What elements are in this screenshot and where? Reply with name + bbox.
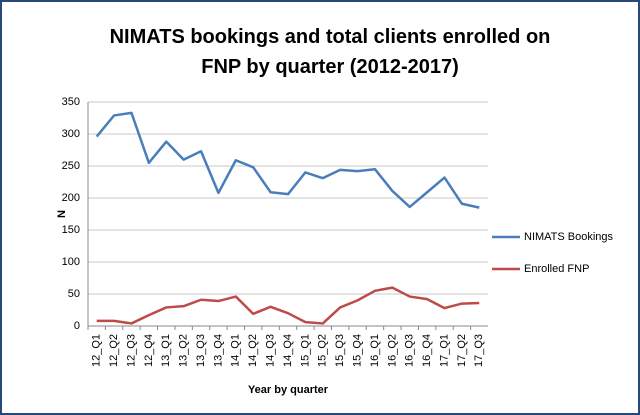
x-tick-label: 16_Q3	[404, 334, 416, 367]
x-tick-label: 13_Q3	[195, 334, 207, 367]
x-tick-label: 17_Q2	[456, 334, 468, 367]
legend-label: Enrolled FNP	[524, 263, 589, 275]
y-axis-label: N	[56, 210, 68, 218]
y-tick-label: 0	[74, 320, 80, 332]
chart-title: NIMATS bookings and total clients enroll…	[110, 26, 551, 78]
title-line: FNP by quarter (2012-2017)	[201, 56, 459, 78]
x-tick-label: 15_Q4	[351, 334, 363, 367]
x-tick-label: 14_Q1	[230, 334, 242, 367]
y-tick-label: 200	[62, 192, 80, 204]
x-axis-label: Year by quarter	[248, 384, 329, 396]
y-tick-label: 350	[62, 96, 80, 108]
x-tick-label: 17_Q1	[438, 334, 450, 367]
title-line: NIMATS bookings and total clients enroll…	[110, 26, 551, 48]
x-tick-label: 12_Q4	[143, 334, 155, 367]
x-tick-label: 13_Q1	[160, 334, 172, 367]
series-line	[96, 286, 480, 325]
x-tick-label: 12_Q1	[91, 334, 103, 367]
x-tick-label: 13_Q4	[212, 334, 224, 367]
x-tick-label: 12_Q2	[108, 334, 120, 367]
y-tick-label: 300	[62, 128, 80, 140]
y-tick-label: 250	[62, 160, 80, 172]
x-tick-label: 16_Q1	[369, 334, 381, 367]
x-tick-label: 14_Q4	[282, 334, 294, 367]
x-tick-label: 17_Q3	[473, 334, 485, 367]
x-tick-label: 15_Q2	[317, 334, 329, 367]
x-tick-label: 16_Q2	[386, 334, 398, 367]
y-tick-label: 50	[68, 288, 80, 300]
x-tick-label: 15_Q1	[299, 334, 311, 367]
x-tick-label: 12_Q3	[125, 334, 137, 367]
y-tick-label: 100	[62, 256, 80, 268]
series-line	[95, 111, 480, 209]
x-tick-label: 14_Q3	[265, 334, 277, 367]
x-tick-label: 13_Q2	[178, 334, 190, 367]
y-tick-label: 150	[62, 224, 80, 236]
x-tick-label: 16_Q4	[421, 334, 433, 367]
legend-label: NIMATS Bookings	[524, 231, 614, 243]
x-tick-label: 15_Q3	[334, 334, 346, 367]
x-tick-label: 14_Q2	[247, 334, 259, 367]
